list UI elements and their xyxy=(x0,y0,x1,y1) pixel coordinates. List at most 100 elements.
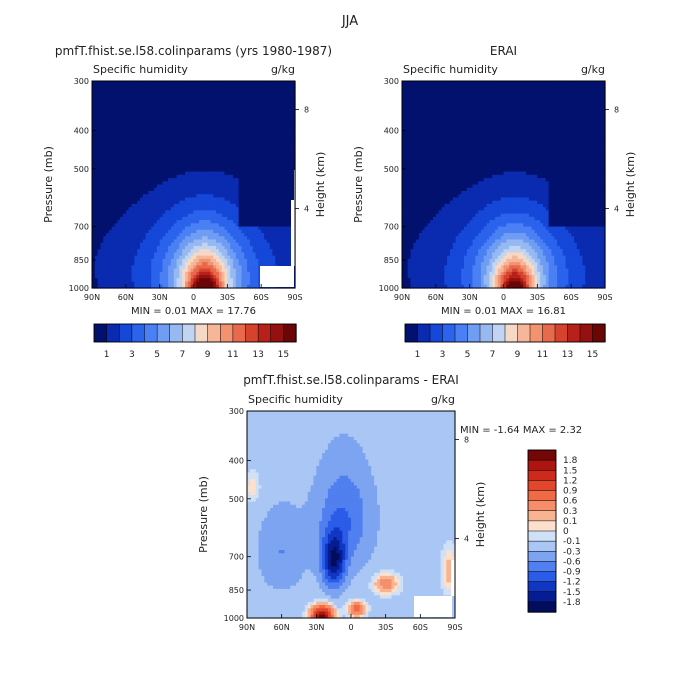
y-tick-label: 850 xyxy=(74,256,89,265)
colorbar-swatch xyxy=(106,323,120,343)
colorbar-swatch xyxy=(207,323,221,343)
colorbar-swatch xyxy=(404,323,419,343)
y2-tick-label: 4 xyxy=(614,205,619,214)
colorbar-swatch xyxy=(527,571,557,583)
colorbar-label: 9 xyxy=(205,350,211,360)
colorbar-swatch xyxy=(492,323,506,343)
y-tick-label: 300 xyxy=(384,77,399,86)
colorbar-swatch xyxy=(156,323,171,343)
colorbar-label: 0.1 xyxy=(563,517,577,527)
y-tick-label: 700 xyxy=(74,223,89,232)
x-tick-label: 30N xyxy=(308,623,324,632)
x-tick-label: 60S xyxy=(413,623,428,632)
colorbar-swatch xyxy=(527,551,557,563)
x-tick-label: 30S xyxy=(378,623,393,632)
x-tick-label: 90N xyxy=(394,293,410,302)
colorbar-swatch xyxy=(529,323,544,343)
colorbar-label: 11 xyxy=(537,350,548,360)
colorbar-swatch xyxy=(517,323,531,343)
colorbar-swatch xyxy=(527,470,557,482)
x-tick-label: 0 xyxy=(348,623,353,632)
field-raster-2 xyxy=(402,81,606,289)
colorbar-swatch xyxy=(527,490,557,502)
variable-label: Specific humidity xyxy=(248,393,343,406)
colorbar-swatch xyxy=(442,323,456,343)
missing-data-region xyxy=(291,200,295,266)
colorbar-swatch xyxy=(169,323,184,343)
x-tick-label: 60N xyxy=(428,293,444,302)
x-tick-label: 60S xyxy=(564,293,579,302)
variable-label: Specific humidity xyxy=(93,63,188,76)
y-tick-label: 500 xyxy=(229,495,244,504)
y-tick-label: 400 xyxy=(74,126,89,135)
colorbar-label: 7 xyxy=(180,350,186,360)
y2-tick-label: 8 xyxy=(464,435,469,444)
colorbar-swatch xyxy=(429,323,444,343)
x-tick-label: 30S xyxy=(220,293,235,302)
y2-axis-label: Height (km) xyxy=(624,152,637,218)
y-axis-label: Pressure (mb) xyxy=(197,476,210,553)
colorbar-3: 1.81.51.20.90.60.30.10-0.1-0.3-0.6-0.9-1… xyxy=(527,449,581,613)
colorbar-label: 3 xyxy=(440,350,446,360)
colorbar-swatch xyxy=(542,323,556,343)
colorbar-label: 5 xyxy=(465,350,471,360)
y-tick-label: 1000 xyxy=(379,284,399,293)
y-tick-label: 400 xyxy=(384,126,399,135)
colorbar-swatch xyxy=(527,449,557,461)
colorbar-swatch xyxy=(257,323,272,343)
colorbar-label: 1 xyxy=(104,350,110,360)
colorbar-label: 1 xyxy=(415,350,421,360)
colorbar-label: 13 xyxy=(562,350,573,360)
colorbar-label: 3 xyxy=(129,350,135,360)
colorbar-swatch xyxy=(527,561,557,573)
panel-title: pmfT.fhist.se.l58.colinparams - ERAI xyxy=(243,373,459,387)
variable-label: Specific humidity xyxy=(403,63,498,76)
colorbar-frame xyxy=(404,323,606,343)
min-max-stats: MIN = 0.01 MAX = 16.81 xyxy=(441,306,566,317)
colorbar-swatch xyxy=(579,323,594,343)
y-tick-label: 500 xyxy=(384,165,399,174)
colorbar-label: 11 xyxy=(227,350,238,360)
missing-data-region xyxy=(414,596,452,617)
x-tick-label: 0 xyxy=(501,293,506,302)
y-tick-label: 850 xyxy=(384,256,399,265)
colorbar-label: 1.5 xyxy=(563,466,577,476)
y-tick-label: 500 xyxy=(74,165,89,174)
y-tick-label: 1000 xyxy=(69,284,89,293)
colorbar-label: 5 xyxy=(154,350,160,360)
x-tick-label: 90S xyxy=(447,623,462,632)
missing-data-region xyxy=(260,266,294,287)
colorbar-swatch xyxy=(527,520,557,532)
colorbar-swatch xyxy=(220,323,234,343)
x-tick-label: 90S xyxy=(287,293,302,302)
colorbar-swatch xyxy=(119,323,133,343)
x-tick-label: 0 xyxy=(191,293,196,302)
y-tick-label: 700 xyxy=(384,223,399,232)
x-tick-label: 90N xyxy=(84,293,100,302)
page-title: JJA xyxy=(341,14,358,29)
colorbar-label: 9 xyxy=(515,350,521,360)
units-label: g/kg xyxy=(431,393,455,406)
colorbar-label: -1.5 xyxy=(563,588,581,598)
colorbar-label: -0.9 xyxy=(563,568,581,578)
colorbar-swatch xyxy=(131,323,146,343)
colorbar-2: 1 3 5 7 9 11 13 15 xyxy=(404,323,606,360)
panel-title: pmfT.fhist.se.l58.colinparams (yrs 1980-… xyxy=(55,44,332,58)
colorbar-swatch xyxy=(527,601,557,613)
x-tick-label: 30N xyxy=(152,293,168,302)
colorbar-swatch xyxy=(270,323,285,343)
colorbar-label: 0.6 xyxy=(563,497,578,507)
y-axis-label: Pressure (mb) xyxy=(42,146,55,223)
x-tick-label: 60N xyxy=(274,623,290,632)
colorbar-swatch xyxy=(245,323,259,343)
colorbar-label: 15 xyxy=(587,350,598,360)
y-tick-label: 1000 xyxy=(224,614,244,623)
x-tick-label: 90S xyxy=(597,293,612,302)
colorbar-label: -0.6 xyxy=(563,557,581,567)
colorbar-swatch xyxy=(504,323,519,343)
colorbar-label: -1.2 xyxy=(563,578,581,588)
colorbar-swatch xyxy=(232,323,247,343)
colorbar-label: 13 xyxy=(252,350,263,360)
y2-axis-label: Height (km) xyxy=(474,482,487,548)
